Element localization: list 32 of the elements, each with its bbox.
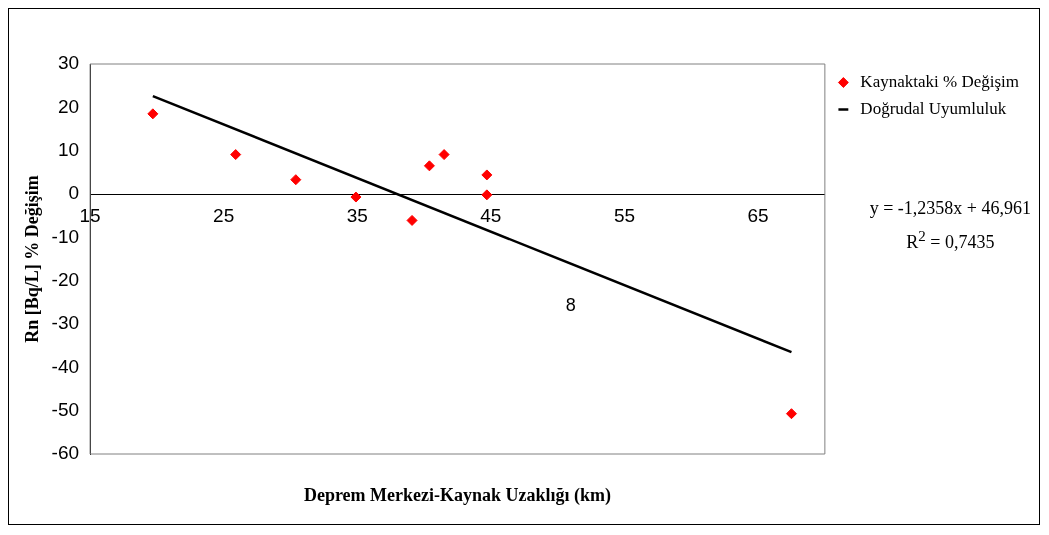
y-tick-label: -20: [51, 268, 80, 290]
y-tick-label: 0: [68, 182, 80, 204]
x-axis-title: Deprem Merkezi-Kaynak Uzaklığı (km): [303, 484, 612, 506]
y-tick-label: 20: [57, 95, 80, 117]
y-tick-label: 30: [57, 52, 80, 74]
y-tick-label: 10: [57, 138, 80, 160]
x-tick-label: 55: [613, 204, 636, 226]
y-tick-label: -60: [51, 442, 80, 464]
x-tick-label: 45: [480, 204, 502, 226]
x-tick-label: 35: [346, 204, 368, 226]
y-axis-title: Rn [Bq/L] % Değişim: [22, 175, 43, 343]
y-tick-label: -40: [51, 355, 80, 377]
y-tick-label: -10: [51, 225, 80, 247]
x-tick-label: 25: [213, 204, 235, 226]
text: y = -1,2358x + 46,961: [869, 197, 1031, 220]
point: [290, 174, 302, 186]
point: [481, 169, 493, 181]
point: [406, 214, 418, 226]
text: R$^{2}$ = 0,7435: [905, 227, 996, 254]
point: [785, 408, 797, 420]
point: [438, 149, 450, 161]
point: [350, 191, 362, 203]
point: [230, 149, 242, 161]
y-tick-label: -30: [51, 312, 80, 334]
x-tick-label: 65: [747, 204, 769, 226]
point: [423, 160, 435, 172]
point: [481, 189, 493, 201]
y-tick-label: -50: [51, 398, 80, 420]
point: [147, 108, 159, 120]
legend-label: Doğrudal Uyumluluk: [860, 98, 1007, 118]
legend-label: Kaynaktaki % Değişim: [860, 71, 1020, 91]
annotation: 8: [565, 294, 576, 315]
